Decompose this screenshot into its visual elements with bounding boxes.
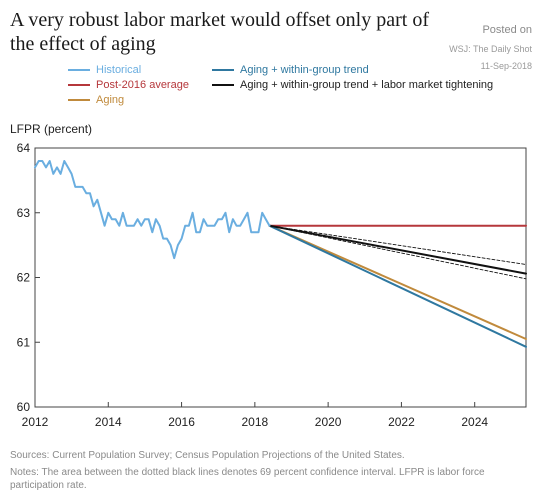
x-tick-label: 2012	[22, 415, 49, 429]
footer-notes: Notes: The area between the dotted black…	[10, 467, 485, 491]
legend-swatch-historical	[68, 69, 90, 72]
plot-frame	[34, 147, 527, 408]
legend-label-tightening: Aging + within-group trend + labor marke…	[240, 79, 494, 91]
x-tick-label: 2018	[241, 415, 268, 429]
legend-item-historical: Historical	[68, 64, 141, 76]
series-line-aging-within-group-trend	[268, 224, 527, 348]
y-tick-label: 63	[17, 206, 31, 220]
posted-on-label: Posted on	[482, 24, 532, 36]
legend-item-tightening: Aging + within-group trend + labor marke…	[212, 79, 493, 91]
legend-label-aging-trend: Aging + within-group trend	[240, 64, 369, 76]
confidence-bound-line	[269, 225, 527, 265]
series-line-aging	[268, 224, 527, 340]
y-tick-label: 62	[17, 271, 31, 285]
posted-date: 11-Sep-2018	[480, 61, 532, 71]
legend-swatch-aging-trend	[212, 69, 234, 72]
legend-label-post2016: Post-2016 average	[96, 79, 189, 91]
legend-label-historical: Historical	[96, 64, 142, 76]
x-tick-label: 2022	[388, 415, 415, 429]
chart-title: A very robust labor market would offset …	[10, 9, 429, 55]
y-tick-label: 61	[17, 335, 31, 349]
legend-item-aging-trend: Aging + within-group trend	[212, 64, 369, 76]
legend-swatch-post2016	[68, 84, 90, 87]
legend-swatch-tightening	[212, 84, 234, 87]
y-tick-label: 64	[17, 141, 31, 155]
x-tick-label: 2014	[95, 415, 122, 429]
x-tick-label: 2024	[461, 415, 488, 429]
footer-sources: Sources: Current Population Survey; Cens…	[10, 450, 405, 461]
legend-label-aging: Aging	[96, 94, 125, 106]
legend-item-aging: Aging	[68, 94, 124, 106]
legend-swatch-aging	[68, 99, 90, 102]
series-line-aging-within-group-trend-labor-market-tightening	[268, 224, 527, 275]
series-line-historical	[34, 160, 271, 260]
y-axis-label: LFPR (percent)	[10, 122, 93, 136]
x-tick-label: 2016	[168, 415, 195, 429]
y-tick-label: 60	[17, 400, 31, 414]
confidence-bound-line	[269, 225, 527, 280]
x-tick-label: 2020	[315, 415, 342, 429]
source-credit: WSJ: The Daily Shot	[449, 44, 532, 54]
legend-item-post2016: Post-2016 average	[68, 79, 189, 91]
